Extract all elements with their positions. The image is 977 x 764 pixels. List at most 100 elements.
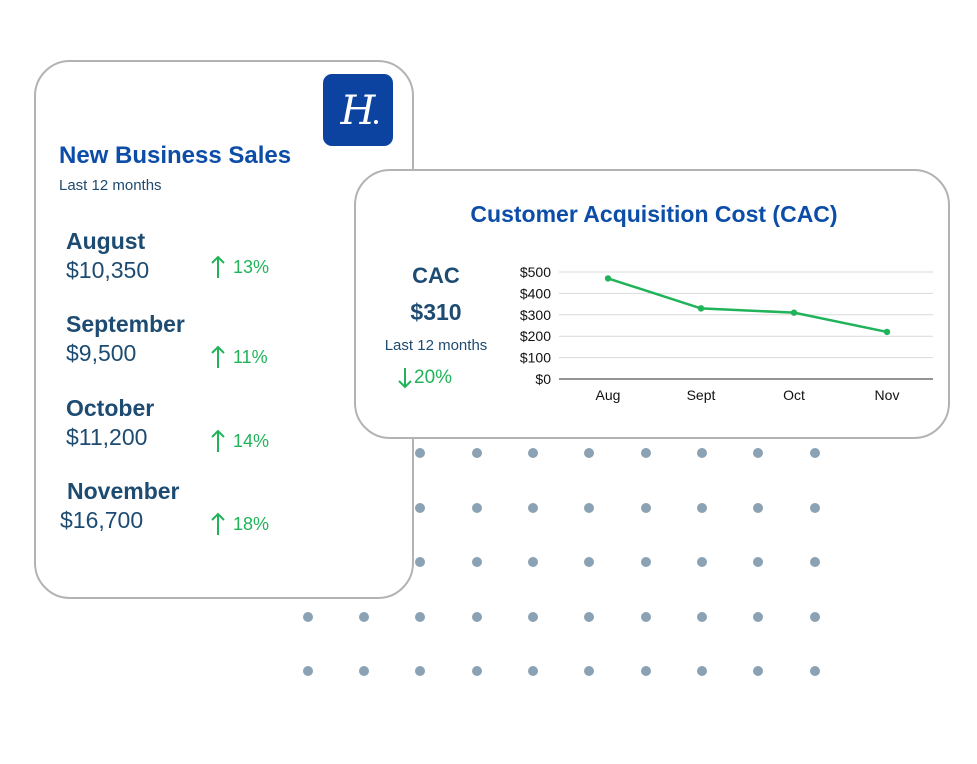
- grid-dot: [584, 448, 594, 458]
- grid-dot: [528, 557, 538, 567]
- sales-subtitle: Last 12 months: [59, 177, 162, 194]
- cac-value: $310: [410, 299, 462, 325]
- grid-dot: [584, 666, 594, 676]
- grid-dot: [753, 557, 763, 567]
- cac-change: 20%: [398, 367, 452, 389]
- month-value: $16,700: [60, 507, 144, 533]
- grid-dot: [415, 557, 425, 567]
- grid-dot: [415, 612, 425, 622]
- grid-dot: [359, 666, 369, 676]
- month-value: $11,200: [66, 424, 148, 450]
- y-tick-label: $500: [520, 264, 551, 280]
- grid-dot: [472, 448, 482, 458]
- grid-dot: [810, 666, 820, 676]
- month-value: $10,350: [66, 257, 150, 283]
- month-change-value: 18%: [233, 513, 270, 534]
- grid-dot: [810, 503, 820, 513]
- grid-dot: [641, 503, 651, 513]
- grid-dot: [528, 448, 538, 458]
- grid-dot: [584, 612, 594, 622]
- grid-dot: [641, 448, 651, 458]
- y-tick-label: $100: [520, 350, 551, 366]
- grid-dot: [641, 557, 651, 567]
- month-change-november: 18%: [211, 512, 269, 536]
- grid-dot: [697, 448, 707, 458]
- grid-dot: [697, 557, 707, 567]
- brand-logo-letter: H: [340, 88, 377, 134]
- cac-change-value: 20%: [414, 367, 453, 388]
- cac-label: CAC: [412, 263, 460, 288]
- grid-dot: [697, 666, 707, 676]
- sales-title: New Business Sales: [59, 142, 292, 169]
- grid-dot: [810, 448, 820, 458]
- arrow-up-icon: [211, 429, 225, 452]
- cac-period: Last 12 months: [384, 337, 488, 354]
- x-tick-label: Sept: [687, 387, 716, 403]
- grid-dot: [528, 503, 538, 513]
- grid-dot: [415, 448, 425, 458]
- grid-dot: [303, 612, 313, 622]
- data-point: [697, 305, 705, 312]
- month-change-august: 13%: [211, 255, 269, 279]
- grid-dot: [697, 503, 707, 513]
- data-point: [604, 275, 612, 282]
- month-name: November: [67, 478, 180, 504]
- new-business-sales-card: H New Business Sales Last 12 months Augu…: [34, 60, 414, 599]
- grid-dot: [753, 503, 763, 513]
- cac-title: Customer Acquisition Cost (CAC): [470, 201, 838, 227]
- data-point: [883, 328, 891, 336]
- grid-dot: [415, 666, 425, 676]
- month-name: September: [66, 311, 185, 337]
- month-value: $9,500: [66, 340, 137, 366]
- grid-dot: [359, 612, 369, 622]
- grid-dot: [641, 666, 651, 676]
- data-point: [790, 309, 798, 316]
- grid-dot: [584, 503, 594, 513]
- arrow-up-icon: [211, 255, 225, 278]
- grid-dot: [697, 612, 707, 622]
- month-item-october: October $11,200: [66, 395, 154, 451]
- brand-logo-dot: [374, 120, 378, 124]
- grid-dot: [303, 666, 313, 676]
- arrow-up-icon: [211, 512, 225, 535]
- y-tick-label: $300: [520, 307, 551, 323]
- month-name: October: [66, 395, 155, 421]
- arrow-up-icon: [211, 345, 225, 368]
- grid-dot: [641, 612, 651, 622]
- brand-logo-mark: H: [340, 88, 378, 134]
- cac-card: Customer Acquisition Cost (CAC) CAC $310…: [354, 169, 950, 439]
- x-tick-label: Aug: [596, 387, 621, 403]
- grid-dot: [753, 612, 763, 622]
- brand-logo: H: [323, 74, 393, 146]
- grid-dot: [584, 557, 594, 567]
- grid-dot: [528, 612, 538, 622]
- month-change-october: 14%: [211, 429, 269, 453]
- month-change-september: 11%: [211, 345, 268, 369]
- grid-dot: [472, 612, 482, 622]
- grid-dot: [753, 666, 763, 676]
- arrow-down-icon: [398, 368, 412, 389]
- grid-dot: [472, 503, 482, 513]
- month-item-september: September $9,500: [66, 311, 185, 367]
- grid-dot: [472, 666, 482, 676]
- grid-dot: [810, 612, 820, 622]
- x-tick-label: Oct: [783, 387, 805, 403]
- series-line: [607, 277, 888, 334]
- cac-line-chart: $0 $100 $200 $300 $400 $500 Aug Sept Oct Nov: [520, 264, 933, 403]
- month-change-value: 13%: [233, 256, 270, 277]
- y-tick-label: $200: [520, 328, 551, 344]
- month-item-august: August $10,350: [66, 228, 149, 284]
- month-item-november: November $16,700: [60, 478, 179, 534]
- grid-dot: [810, 557, 820, 567]
- y-tick-label: $0: [535, 371, 551, 387]
- y-tick-label: $400: [520, 285, 551, 301]
- grid-dot: [472, 557, 482, 567]
- month-change-value: 14%: [233, 430, 270, 451]
- month-change-value: 11%: [233, 346, 268, 367]
- month-name: August: [66, 228, 146, 254]
- grid-dot: [528, 666, 538, 676]
- grid-dot: [415, 503, 425, 513]
- x-tick-label: Nov: [875, 387, 900, 403]
